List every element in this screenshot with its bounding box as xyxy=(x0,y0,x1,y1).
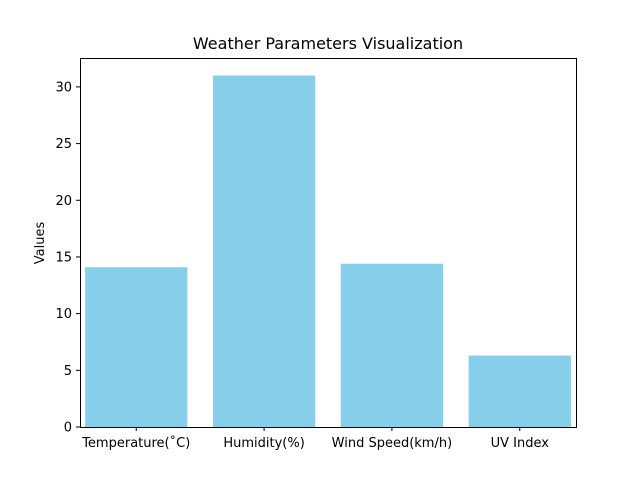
x-tick-label: UV Index xyxy=(491,436,550,451)
bar-2 xyxy=(340,263,444,427)
y-tick-label: 30 xyxy=(55,80,72,95)
y-tick-label: 15 xyxy=(55,250,72,265)
y-tick-label: 25 xyxy=(55,137,72,152)
bar-0 xyxy=(85,267,188,427)
x-tick-label: Wind Speed(km/h) xyxy=(332,436,453,451)
bar-1 xyxy=(212,75,316,428)
plot-frame xyxy=(80,58,577,428)
x-tick-label: Temperature(˚C) xyxy=(81,435,190,451)
y-axis-label: Values xyxy=(33,222,48,265)
chart-title: Weather Parameters Visualization xyxy=(193,34,463,53)
x-ticks: Temperature(˚C) Humidity(%) Wind Speed(km/… xyxy=(81,427,549,451)
x-tick-label: Humidity(%) xyxy=(223,436,304,451)
bar-3 xyxy=(468,355,571,427)
y-tick-label: 0 xyxy=(64,421,72,436)
y-tick-label: 20 xyxy=(55,194,72,209)
y-ticks: 0 5 10 15 20 25 30 xyxy=(55,80,80,436)
bars-layer xyxy=(85,75,571,428)
y-tick-label: 10 xyxy=(55,307,72,322)
y-tick-label: 5 xyxy=(64,364,72,379)
